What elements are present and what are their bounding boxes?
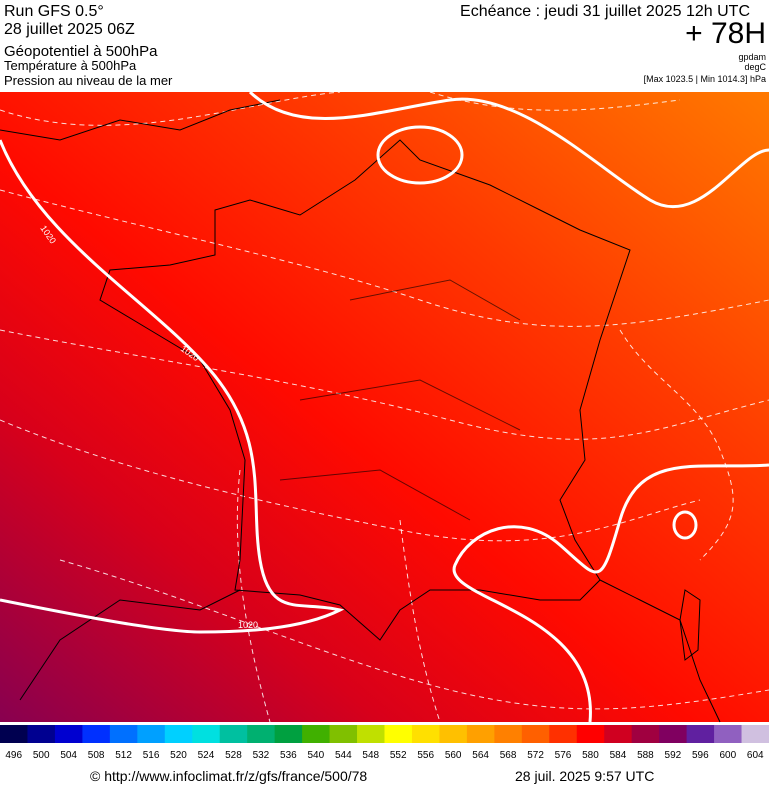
color-swatch bbox=[714, 725, 743, 743]
level-label: 512 bbox=[115, 750, 132, 761]
color-swatch bbox=[686, 725, 715, 743]
color-swatch bbox=[219, 725, 248, 743]
map: 1020 1020 1020 bbox=[0, 90, 769, 723]
level-label: 564 bbox=[472, 750, 489, 761]
run: Run GFS 0.5° bbox=[4, 3, 104, 20]
color-swatch bbox=[659, 725, 688, 743]
color-swatch bbox=[411, 725, 440, 743]
unit: gpdam bbox=[738, 52, 766, 62]
level-label: 524 bbox=[198, 750, 215, 761]
color-swatch bbox=[27, 725, 56, 743]
level-label: 588 bbox=[637, 750, 654, 761]
level-label: 500 bbox=[33, 750, 50, 761]
color-swatch bbox=[247, 725, 276, 743]
level-label: 592 bbox=[665, 750, 682, 761]
level-label: 548 bbox=[362, 750, 379, 761]
level-label: 516 bbox=[143, 750, 160, 761]
level-label: 556 bbox=[417, 750, 434, 761]
level-label: 568 bbox=[500, 750, 517, 761]
level-label: 520 bbox=[170, 750, 187, 761]
run-date: 28 juillet 2025 06Z bbox=[4, 21, 135, 38]
color-swatch bbox=[549, 725, 578, 743]
isobars bbox=[0, 90, 769, 723]
color-swatch bbox=[109, 725, 138, 743]
level-label: 580 bbox=[582, 750, 599, 761]
level-label: 532 bbox=[253, 750, 270, 761]
lead-time: + 78H bbox=[685, 17, 766, 50]
level-label: 504 bbox=[60, 750, 77, 761]
color-swatch bbox=[302, 725, 331, 743]
unit: degC bbox=[744, 62, 766, 72]
color-swatch bbox=[604, 725, 633, 743]
temperature-field bbox=[0, 92, 769, 722]
color-swatch bbox=[0, 725, 28, 743]
level-label: 544 bbox=[335, 750, 352, 761]
color-swatch bbox=[494, 725, 523, 743]
pressure-range: [Max 1023.5 | Min 1014.3] hPa bbox=[644, 74, 766, 84]
color-swatch bbox=[576, 725, 605, 743]
level-label: 584 bbox=[610, 750, 627, 761]
isobar-label: 1020 bbox=[238, 620, 258, 630]
color-swatch bbox=[357, 725, 385, 743]
color-swatch bbox=[137, 725, 166, 743]
color-swatch bbox=[82, 725, 111, 743]
color-swatch bbox=[741, 725, 769, 743]
timestamp: 28 juil. 2025 9:57 UTC bbox=[515, 768, 654, 784]
color-swatch bbox=[384, 725, 413, 743]
colorbar: 496 500 504 508 512 516 520 524 528 532 536 540 544 5… bbox=[0, 725, 769, 761]
geopotential-contours bbox=[0, 91, 769, 723]
color-swatch bbox=[329, 725, 358, 743]
coastlines-borders bbox=[0, 99, 721, 723]
level-label: 572 bbox=[527, 750, 544, 761]
level-label: 604 bbox=[747, 750, 764, 761]
color-swatch bbox=[631, 725, 660, 743]
color-swatch bbox=[54, 725, 83, 743]
level-label: 528 bbox=[225, 750, 242, 761]
color-swatch bbox=[164, 725, 193, 743]
level-label: 536 bbox=[280, 750, 297, 761]
level-label: 552 bbox=[390, 750, 407, 761]
level-label: 576 bbox=[555, 750, 572, 761]
field: Pression au niveau de la mer bbox=[4, 73, 173, 88]
level-label: 540 bbox=[307, 750, 324, 761]
color-swatch bbox=[466, 725, 495, 743]
level-label: 596 bbox=[692, 750, 709, 761]
echeance: Echéance : jeudi 31 juillet 2025 12h UTC bbox=[460, 3, 750, 20]
color-swatch bbox=[274, 725, 303, 743]
level-label: 600 bbox=[719, 750, 736, 761]
color-swatch bbox=[521, 725, 550, 743]
color-swatch bbox=[439, 725, 468, 743]
field: Géopotentiel à 500hPa bbox=[4, 43, 158, 60]
level-label: 560 bbox=[445, 750, 462, 761]
source: © http://www.infoclimat.fr/z/gfs/france/… bbox=[90, 768, 367, 784]
field: Température à 500hPa bbox=[4, 58, 137, 73]
level-label: 496 bbox=[5, 750, 22, 761]
level-label: 508 bbox=[88, 750, 105, 761]
color-swatch bbox=[192, 725, 221, 743]
